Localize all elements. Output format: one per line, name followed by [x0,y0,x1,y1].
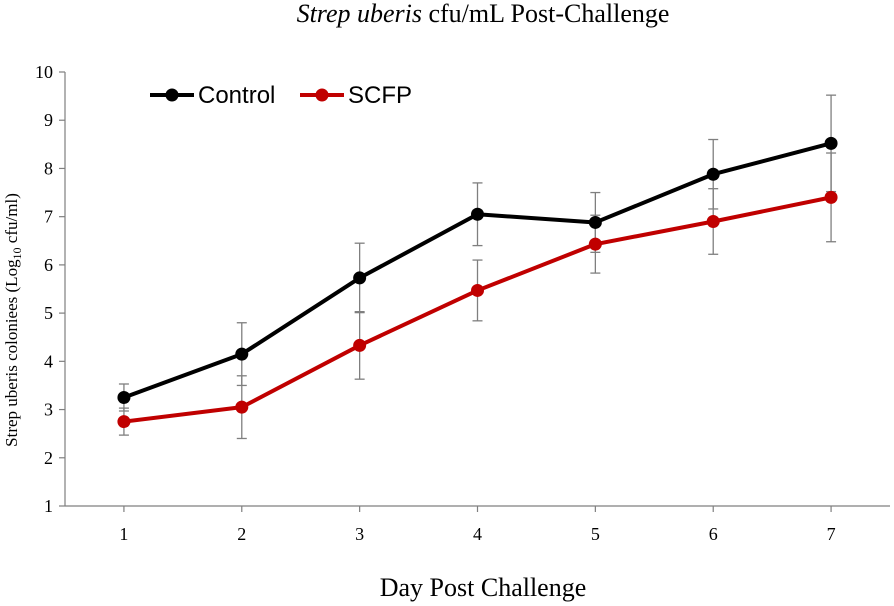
x-tick-label: 3 [355,524,364,544]
data-point-scfp [353,338,367,352]
x-tick-label: 6 [709,524,718,544]
data-point-scfp [117,415,131,429]
data-point-control [117,391,131,404]
data-point-control [471,207,484,221]
y-tick-label: 7 [44,207,53,227]
data-point-scfp [471,283,484,297]
x-tick-label: 7 [827,524,836,544]
y-axis-label-suffix: cfu/ml) [2,193,21,247]
chart-title: Strep uberis cfu/mL Post-Challenge [297,0,670,28]
x-tick-label: 5 [591,524,600,544]
data-point-scfp [235,400,249,414]
y-tick-label: 10 [35,62,53,82]
data-point-control [588,215,602,229]
x-tick-label: 2 [237,524,246,544]
y-tick-label: 4 [44,351,53,371]
y-tick-label: 2 [44,448,53,468]
data-point-control [706,167,720,181]
y-tick-label: 1 [44,496,53,516]
y-tick-label: 3 [44,400,53,420]
x-tick-label: 4 [473,524,482,544]
y-axis-label-prefix: Strep uberis coloniees (Log [2,259,21,447]
data-point-scfp [588,237,602,251]
y-axis-label-subscript: 10 [10,247,24,259]
data-point-scfp [824,190,838,204]
legend-entry-control: Control [150,82,275,109]
x-axis-label: Day Post Challenge [380,573,587,602]
y-tick-label: 8 [44,158,53,178]
data-point-control [235,347,249,361]
y-tick-label: 5 [44,303,53,323]
legend-entry-scfp: SCFP [300,82,412,109]
data-point-scfp [706,214,720,228]
legend-swatch-marker [165,88,179,102]
chart-title-italic: Strep uberis [297,0,422,28]
x-tick-label: 1 [119,524,128,544]
y-axis-label: Strep uberis coloniees (Log10 cfu/ml) [2,193,24,447]
legend-label: SCFP [348,82,412,109]
data-point-control [824,136,838,150]
chart-title-rest: cfu/mL Post-Challenge [428,0,669,28]
y-tick-label: 6 [44,255,53,275]
legend-swatch-marker [315,88,329,102]
y-tick-label: 9 [44,110,53,130]
data-point-control [353,271,367,285]
legend-label: Control [198,82,275,109]
